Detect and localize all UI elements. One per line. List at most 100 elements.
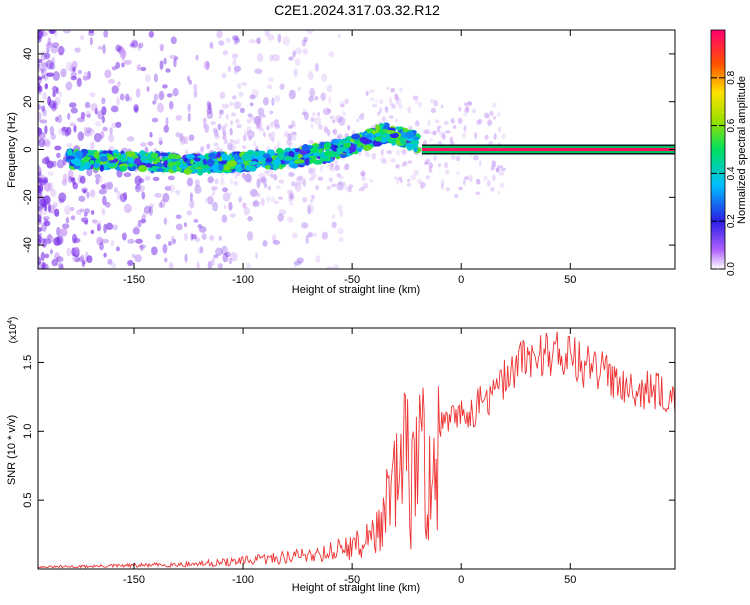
noise-speckle: [388, 115, 394, 119]
noise-speckle: [500, 167, 506, 172]
noise-speckle: [77, 69, 83, 75]
ridge-blob: [101, 150, 108, 155]
noise-speckle: [152, 176, 160, 182]
noise-speckle: [53, 237, 61, 246]
noise-speckle: [462, 178, 466, 186]
noise-speckle: [78, 195, 86, 202]
noise-speckle: [218, 40, 225, 46]
noise-speckle: [241, 145, 247, 149]
noise-speckle: [127, 238, 135, 244]
noise-speckle: [243, 175, 249, 183]
noise-speckle: [249, 189, 258, 197]
ridge-blob: [385, 130, 396, 134]
noise-speckle: [344, 185, 349, 191]
noise-speckle: [371, 103, 378, 108]
noise-speckle: [328, 177, 333, 182]
noise-speckle: [38, 261, 44, 269]
noise-speckle: [38, 177, 43, 184]
noise-speckle: [41, 241, 47, 248]
ridge-blob: [194, 157, 201, 162]
noise-speckle: [172, 88, 179, 97]
noise-speckle: [111, 66, 118, 71]
noise-speckle: [154, 192, 162, 198]
noise-speckle: [42, 92, 48, 101]
noise-speckle: [186, 177, 194, 187]
noise-speckle: [149, 203, 155, 209]
x-tick-label: 50: [564, 574, 576, 586]
noise-speckle: [245, 262, 252, 269]
noise-speckle: [158, 136, 163, 143]
noise-speckle: [167, 175, 175, 181]
noise-speckle: [289, 190, 294, 200]
noise-speckle: [230, 143, 236, 152]
noise-speckle: [329, 163, 334, 167]
noise-speckle: [310, 122, 314, 130]
noise-speckle: [452, 124, 457, 130]
noise-speckle: [271, 137, 275, 143]
noise-speckle: [356, 118, 360, 123]
noise-speckle: [430, 98, 435, 104]
noise-speckle: [329, 177, 334, 183]
ridge-blob: [168, 153, 178, 160]
noise-speckle: [41, 178, 48, 184]
noise-speckle: [221, 72, 227, 79]
noise-speckle: [252, 200, 260, 208]
noise-speckle: [117, 81, 121, 87]
noise-speckle: [210, 258, 215, 267]
noise-speckle: [47, 171, 54, 176]
noise-speckle: [42, 215, 50, 221]
noise-speckle: [492, 102, 497, 108]
carrier-line: [421, 148, 675, 151]
noise-speckle: [70, 215, 76, 221]
ridge-blob: [73, 161, 83, 167]
noise-speckle: [311, 111, 316, 117]
snr-panel: -150 -100 -50 0 50 0.5 1.0 1.5 Height of strai…: [6, 317, 676, 594]
noise-speckle: [221, 187, 229, 193]
y-tick-label: 1.5: [22, 355, 34, 370]
noise-speckle: [173, 58, 177, 68]
noise-speckle: [193, 218, 199, 223]
noise-speckle: [468, 175, 473, 182]
noise-speckle: [336, 181, 344, 191]
ridge-blob: [405, 131, 415, 139]
noise-speckle: [143, 209, 147, 219]
noise-speckle: [294, 182, 302, 193]
noise-speckle: [52, 70, 60, 81]
noise-speckle: [454, 194, 459, 199]
noise-speckle: [103, 252, 107, 258]
noise-speckle: [90, 189, 96, 198]
noise-speckle: [301, 39, 307, 47]
noise-speckle: [324, 126, 329, 134]
noise-speckle: [59, 228, 68, 237]
noise-speckle: [130, 39, 139, 47]
noise-speckle: [287, 133, 293, 142]
noise-speckle: [50, 133, 56, 140]
noise-speckle: [302, 178, 306, 187]
noise-speckle: [252, 201, 258, 206]
noise-speckle: [279, 83, 285, 90]
noise-speckle: [338, 236, 344, 243]
noise-speckle: [38, 239, 42, 245]
noise-speckle: [334, 164, 340, 171]
noise-speckle: [395, 164, 400, 169]
noise-speckle: [38, 206, 43, 212]
noise-speckle: [134, 175, 142, 186]
x-tick-label: -150: [123, 274, 145, 286]
noise-speckle: [44, 140, 51, 148]
ridge-blob: [374, 136, 382, 142]
noise-speckle: [236, 138, 240, 145]
ridge-blob: [119, 165, 128, 172]
colorbar-label: Normalized spectral amplitude: [736, 76, 748, 224]
noise-speckle: [311, 172, 317, 179]
noise-speckle: [158, 140, 163, 146]
noise-speckle: [67, 169, 74, 179]
noise-speckle: [488, 110, 494, 117]
noise-speckle: [46, 72, 55, 77]
noise-speckle: [239, 107, 245, 114]
ridge-blob: [348, 145, 357, 153]
ridge-blob: [334, 140, 339, 144]
noise-speckle: [189, 192, 193, 201]
ridge-blob: [150, 152, 159, 158]
noise-speckle: [52, 85, 58, 93]
noise-speckle: [206, 143, 211, 150]
